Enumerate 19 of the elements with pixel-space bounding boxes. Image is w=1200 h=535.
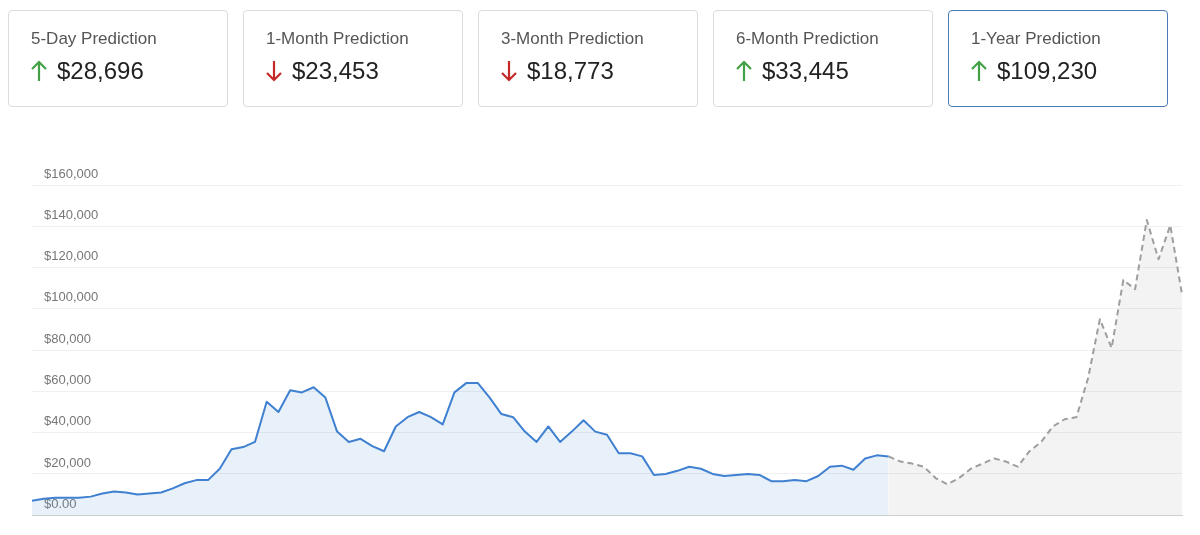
y-tick-label: $60,000 <box>44 371 91 387</box>
category-label: 3-Month Prediction <box>501 29 645 49</box>
y-tick-label: $140,000 <box>44 206 99 222</box>
category-label: 1-Month Prediction <box>266 29 410 49</box>
text: $18,773 <box>527 57 614 84</box>
text: $109,230 <box>997 57 1098 84</box>
text: $28,696 <box>57 57 144 84</box>
text: $33,445 <box>762 57 849 84</box>
y-tick-label: $0.00 <box>44 495 77 511</box>
y-tick-label: $20,000 <box>44 454 91 470</box>
category-label: 5-Day Prediction <box>31 29 158 49</box>
category-label: 6-Month Prediction <box>736 29 880 49</box>
text: $23,453 <box>292 57 379 84</box>
y-tick-label: $120,000 <box>44 248 99 264</box>
y-tick-label: $40,000 <box>44 413 91 429</box>
category-label: 1-Year Prediction <box>971 29 1102 49</box>
y-tick-label: $80,000 <box>44 330 91 346</box>
y-tick-label: $100,000 <box>44 289 99 305</box>
y-tick-label: $160,000 <box>44 165 99 181</box>
